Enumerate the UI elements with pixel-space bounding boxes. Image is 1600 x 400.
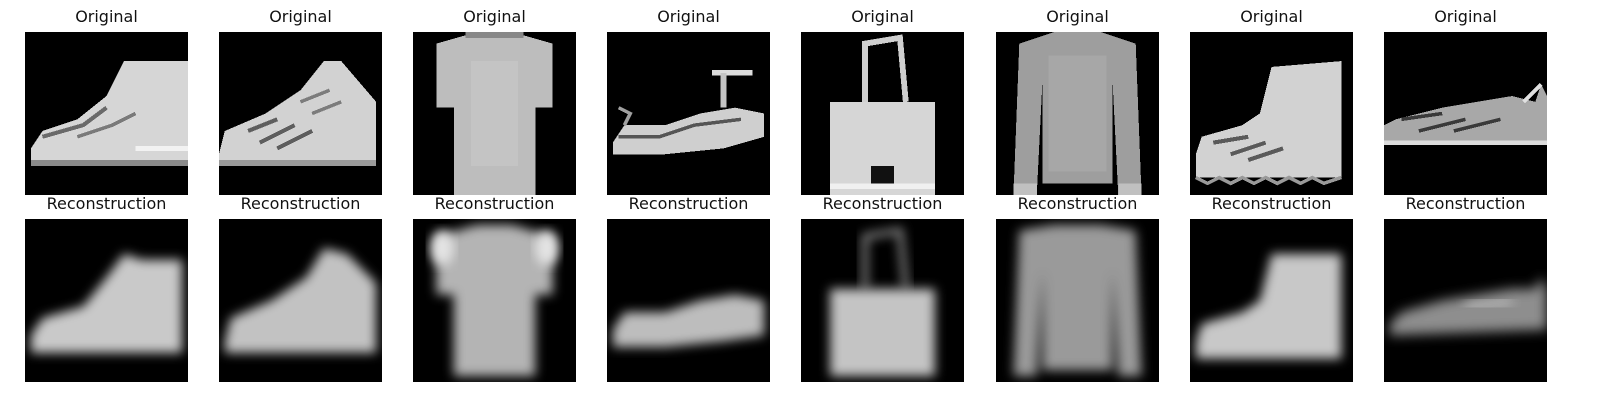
original-image-4 bbox=[607, 32, 770, 195]
ankle-boot-reconstruction-2 bbox=[1190, 219, 1353, 382]
ankle-boot-original bbox=[25, 32, 188, 195]
panel-title: Original bbox=[75, 7, 138, 26]
panel-title: Original bbox=[269, 7, 332, 26]
reconstruction-image-1 bbox=[25, 219, 188, 382]
panel-title: Original bbox=[1046, 7, 1109, 26]
panel-title: Reconstruction bbox=[1017, 194, 1138, 213]
ankle-boot-original-2 bbox=[1190, 32, 1353, 195]
handbag-reconstruction bbox=[801, 219, 964, 382]
panel-title: Reconstruction bbox=[1405, 194, 1526, 213]
original-image-2 bbox=[219, 32, 382, 195]
panel-title: Reconstruction bbox=[822, 194, 943, 213]
reconstruction-image-4 bbox=[607, 219, 770, 382]
low-sneaker-original bbox=[1384, 32, 1547, 195]
original-image-7 bbox=[1190, 32, 1353, 195]
panel-title: Reconstruction bbox=[434, 194, 555, 213]
original-image-1 bbox=[25, 32, 188, 195]
original-image-5 bbox=[801, 32, 964, 195]
reconstruction-image-7 bbox=[1190, 219, 1353, 382]
panel-title: Original bbox=[1434, 7, 1497, 26]
sandal-original bbox=[607, 32, 770, 195]
t-shirt-original bbox=[413, 32, 576, 195]
low-sneaker-reconstruction bbox=[1384, 219, 1547, 382]
sandal-reconstruction bbox=[607, 219, 770, 382]
reconstruction-image-6 bbox=[996, 219, 1159, 382]
t-shirt-reconstruction bbox=[413, 219, 576, 382]
pullover-original bbox=[996, 32, 1159, 195]
panel-title: Reconstruction bbox=[46, 194, 167, 213]
panel-title: Reconstruction bbox=[240, 194, 361, 213]
pullover-reconstruction bbox=[996, 219, 1159, 382]
panel-title: Original bbox=[851, 7, 914, 26]
handbag-original bbox=[801, 32, 964, 195]
ankle-boot-reconstruction bbox=[25, 219, 188, 382]
reconstruction-image-5 bbox=[801, 219, 964, 382]
reconstruction-image-3 bbox=[413, 219, 576, 382]
reconstruction-image-8 bbox=[1384, 219, 1547, 382]
panel-title: Original bbox=[1240, 7, 1303, 26]
panel-title: Reconstruction bbox=[1211, 194, 1332, 213]
panel-title: Reconstruction bbox=[628, 194, 749, 213]
original-image-6 bbox=[996, 32, 1159, 195]
reconstruction-image-2 bbox=[219, 219, 382, 382]
panel-title: Original bbox=[463, 7, 526, 26]
sneaker-reconstruction bbox=[219, 219, 382, 382]
original-image-3 bbox=[413, 32, 576, 195]
original-image-8 bbox=[1384, 32, 1547, 195]
sneaker-original bbox=[219, 32, 382, 195]
panel-title: Original bbox=[657, 7, 720, 26]
